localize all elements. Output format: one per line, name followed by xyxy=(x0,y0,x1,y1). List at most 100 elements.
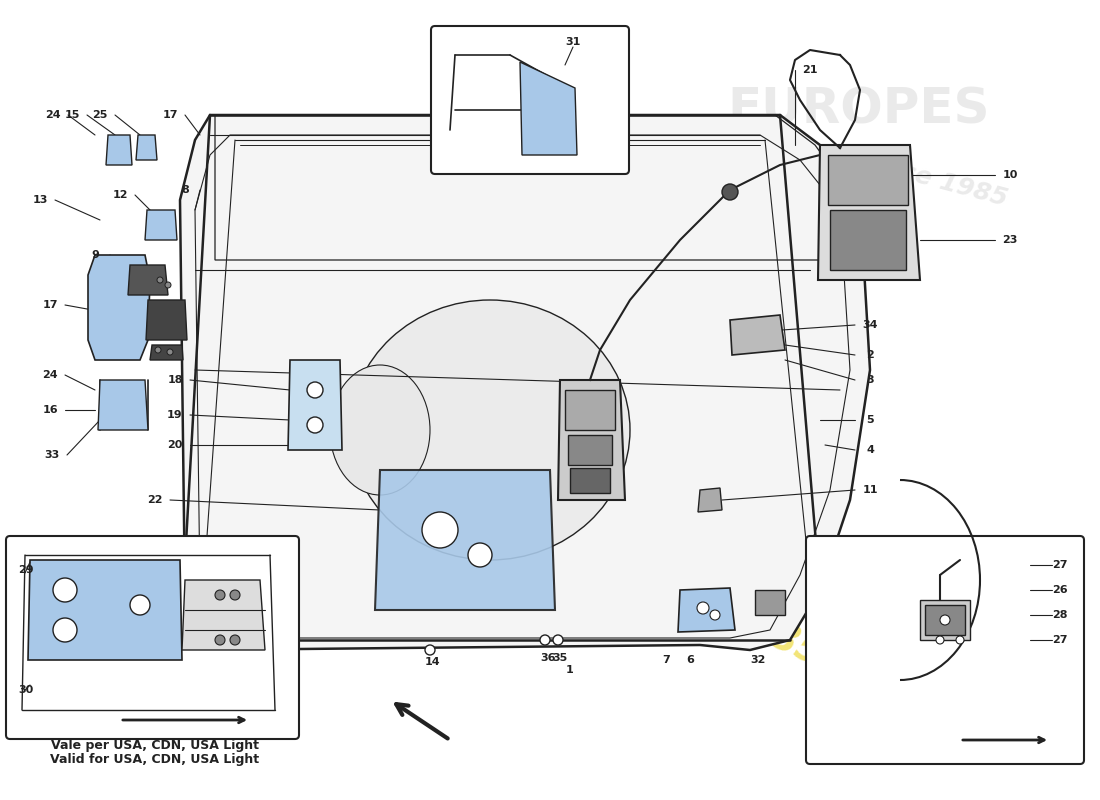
Bar xyxy=(755,590,785,615)
Polygon shape xyxy=(730,315,785,355)
Text: 13: 13 xyxy=(32,195,47,205)
Text: 1: 1 xyxy=(566,665,574,675)
Bar xyxy=(570,468,611,493)
Circle shape xyxy=(130,595,150,615)
Ellipse shape xyxy=(330,365,430,495)
Text: 11: 11 xyxy=(862,485,878,495)
Polygon shape xyxy=(288,360,342,450)
FancyBboxPatch shape xyxy=(6,536,299,739)
Circle shape xyxy=(956,636,964,644)
Text: 33: 33 xyxy=(44,450,59,460)
Polygon shape xyxy=(150,345,183,360)
Circle shape xyxy=(697,602,710,614)
Polygon shape xyxy=(88,255,150,360)
Text: 2: 2 xyxy=(866,350,873,360)
Polygon shape xyxy=(145,210,177,240)
Circle shape xyxy=(157,277,163,283)
Text: 27: 27 xyxy=(1053,635,1068,645)
Circle shape xyxy=(722,184,738,200)
Ellipse shape xyxy=(350,300,630,560)
Text: 28: 28 xyxy=(1053,610,1068,620)
Polygon shape xyxy=(180,115,870,650)
Text: passion for cars since 1985: passion for cars since 1985 xyxy=(271,386,829,674)
Text: 17: 17 xyxy=(42,300,57,310)
Text: Valid for USA, CDN, USA Light: Valid for USA, CDN, USA Light xyxy=(51,754,260,766)
Text: 23: 23 xyxy=(1002,235,1018,245)
Polygon shape xyxy=(520,62,578,155)
Circle shape xyxy=(936,636,944,644)
Text: 18: 18 xyxy=(167,375,183,385)
Polygon shape xyxy=(375,470,556,610)
Bar xyxy=(925,605,965,635)
Circle shape xyxy=(230,635,240,645)
Circle shape xyxy=(214,635,225,645)
Circle shape xyxy=(940,615,950,625)
Text: 26: 26 xyxy=(1053,585,1068,595)
Text: 27: 27 xyxy=(1053,560,1068,570)
Polygon shape xyxy=(128,265,168,295)
Circle shape xyxy=(155,347,161,353)
Text: 5: 5 xyxy=(866,415,873,425)
Bar xyxy=(830,210,906,270)
Text: 25: 25 xyxy=(92,110,108,120)
Text: 29: 29 xyxy=(18,565,34,575)
Circle shape xyxy=(422,512,458,548)
Text: 4: 4 xyxy=(866,445,873,455)
FancyBboxPatch shape xyxy=(806,536,1084,764)
Text: 9: 9 xyxy=(91,250,99,260)
Text: 20: 20 xyxy=(167,440,183,450)
Text: since 1985: since 1985 xyxy=(858,149,1010,211)
Text: 22: 22 xyxy=(147,495,163,505)
Text: 24: 24 xyxy=(42,370,58,380)
FancyBboxPatch shape xyxy=(431,26,629,174)
Circle shape xyxy=(214,590,225,600)
Text: 32: 32 xyxy=(750,655,766,665)
Circle shape xyxy=(165,282,170,288)
Circle shape xyxy=(540,635,550,645)
Circle shape xyxy=(468,543,492,567)
Text: 7: 7 xyxy=(662,655,670,665)
Text: 17: 17 xyxy=(163,110,178,120)
Polygon shape xyxy=(28,560,182,660)
Text: 8: 8 xyxy=(182,185,189,195)
Polygon shape xyxy=(136,135,157,160)
Polygon shape xyxy=(558,380,625,500)
Text: Vale per USA, CDN, USA Light: Vale per USA, CDN, USA Light xyxy=(51,738,258,751)
Text: 16: 16 xyxy=(42,405,58,415)
Polygon shape xyxy=(818,145,920,280)
Bar xyxy=(920,600,970,640)
Circle shape xyxy=(425,645,435,655)
Circle shape xyxy=(230,590,240,600)
Text: 3: 3 xyxy=(866,375,873,385)
Circle shape xyxy=(307,382,323,398)
Text: 19: 19 xyxy=(167,410,183,420)
Text: 14: 14 xyxy=(425,657,440,667)
Text: EUROPES: EUROPES xyxy=(727,86,990,134)
Text: 12: 12 xyxy=(112,190,128,200)
Polygon shape xyxy=(182,580,265,650)
Polygon shape xyxy=(678,588,735,632)
Text: 34: 34 xyxy=(862,320,878,330)
Bar xyxy=(568,435,612,465)
Text: 21: 21 xyxy=(802,65,817,75)
Polygon shape xyxy=(146,300,187,340)
Text: 15: 15 xyxy=(64,110,79,120)
Text: 35: 35 xyxy=(552,653,568,663)
Polygon shape xyxy=(698,488,722,512)
Polygon shape xyxy=(98,380,148,430)
Text: 30: 30 xyxy=(18,685,33,695)
Bar xyxy=(565,390,615,430)
Circle shape xyxy=(307,417,323,433)
Text: 6: 6 xyxy=(686,655,694,665)
Text: 24: 24 xyxy=(45,110,60,120)
Text: 31: 31 xyxy=(565,37,581,47)
Bar xyxy=(828,155,907,205)
Circle shape xyxy=(167,349,173,355)
Polygon shape xyxy=(106,135,132,165)
Text: 36: 36 xyxy=(540,653,556,663)
Circle shape xyxy=(53,618,77,642)
Text: 10: 10 xyxy=(1002,170,1018,180)
Circle shape xyxy=(710,610,720,620)
Circle shape xyxy=(53,578,77,602)
Circle shape xyxy=(553,635,563,645)
